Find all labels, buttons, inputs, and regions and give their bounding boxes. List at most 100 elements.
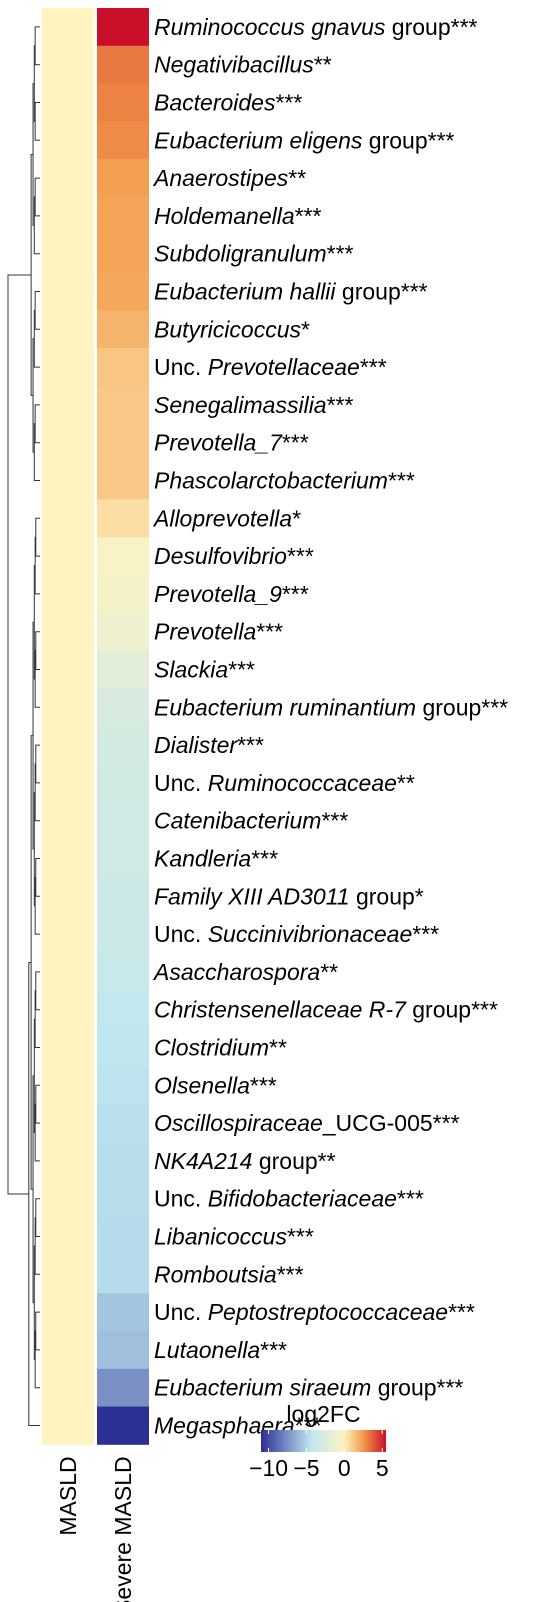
heatmap-cell — [97, 83, 149, 122]
row-label: Libanicoccus*** — [154, 1224, 314, 1250]
heatmap-cell — [42, 726, 94, 765]
row-label: Senegalimassilia*** — [154, 392, 353, 418]
row-label: Prevotella_9*** — [154, 581, 309, 607]
heatmap-cell — [42, 1104, 94, 1143]
heatmap-cell — [97, 121, 149, 160]
heatmap-cell — [42, 423, 94, 462]
heatmap-cell — [97, 1331, 149, 1370]
row-label: Kandleria*** — [154, 846, 278, 872]
heatmap-cell — [97, 688, 149, 727]
heatmap-cell — [97, 386, 149, 425]
heatmap-cell — [42, 1331, 94, 1370]
row-label: Oscillospiraceae_UCG-005*** — [154, 1110, 460, 1136]
heatmap-cell — [42, 1142, 94, 1181]
heatmap-cell — [42, 1255, 94, 1294]
heatmap-cell — [42, 272, 94, 311]
heatmap-cell — [97, 1406, 149, 1445]
heatmap-cell — [42, 537, 94, 576]
heatmap-cells — [42, 8, 149, 1445]
heatmap-cell — [42, 197, 94, 236]
dendrogram-branch — [35, 744, 40, 784]
heatmap-cell — [42, 1368, 94, 1407]
row-label: Unc. Succinivibrionaceae*** — [154, 921, 439, 947]
column-label: MASLD — [55, 1456, 81, 1535]
heatmap-cell — [97, 575, 149, 614]
row-label: Unc. Ruminococcaceae** — [154, 770, 415, 796]
row-label: Butyricicoccus* — [154, 316, 310, 342]
heatmap-cell — [97, 348, 149, 387]
heatmap-cell — [97, 1368, 149, 1407]
heatmap-cell — [97, 1142, 149, 1181]
legend-tick-label: −5 — [293, 1455, 319, 1481]
heatmap-cell — [42, 45, 94, 84]
row-label: Ruminococcus gnavus group*** — [154, 14, 478, 40]
heatmap-cell — [97, 1104, 149, 1143]
dendrogram-branch — [35, 1084, 40, 1124]
heatmap-cell — [42, 1406, 94, 1445]
row-label: Alloprevotella* — [152, 505, 301, 531]
heatmap-cell — [42, 915, 94, 954]
heatmap-cell — [42, 8, 94, 47]
heatmap-cell — [42, 1293, 94, 1332]
heatmap-cell — [97, 953, 149, 992]
dendrogram-branch — [7, 274, 32, 1195]
heatmap-cell — [42, 1028, 94, 1067]
row-label: Family XIII AD3011 group* — [154, 883, 424, 909]
dendrogram-branch — [32, 621, 35, 850]
heatmap-cell — [97, 197, 149, 236]
row-label: Phascolarctobacterium*** — [154, 468, 415, 494]
row-label: Slackia*** — [154, 657, 255, 683]
heatmap-cell — [42, 386, 94, 425]
dendrogram-branch — [35, 631, 40, 670]
row-label: Subdoligranulum*** — [154, 241, 354, 267]
heatmap-cell — [42, 612, 94, 651]
dendrogram-branch — [34, 404, 40, 444]
row-label: NK4A214 group** — [154, 1148, 336, 1174]
color-legend: log2FC −10 −5 0 5 — [249, 1401, 389, 1481]
row-label: Unc. Peptostreptococcaceae*** — [154, 1299, 475, 1325]
dendrogram-branch — [32, 338, 35, 453]
dendrogram-branch — [34, 291, 40, 330]
heatmap-cell — [42, 1066, 94, 1105]
row-label: Negativibacillus** — [154, 52, 332, 78]
row-label: Eubacterium hallii group*** — [154, 279, 428, 305]
dendrogram-branch — [35, 1198, 40, 1237]
heatmap-cell — [42, 990, 94, 1029]
heatmap-cell — [42, 839, 94, 878]
row-label: Eubacterium ruminantium group*** — [154, 694, 508, 720]
heatmap-cell — [97, 1179, 149, 1218]
heatmap-cell — [42, 801, 94, 840]
heatmap-cell — [97, 1028, 149, 1067]
heatmap-cell — [97, 537, 149, 576]
heatmap-cell — [42, 688, 94, 727]
heatmap-cell — [97, 45, 149, 84]
row-label: Eubacterium siraeum group*** — [154, 1375, 463, 1401]
heatmap-cell — [97, 234, 149, 273]
row-label: Dialister*** — [154, 732, 264, 758]
row-label: Bacteroides*** — [154, 90, 302, 116]
heatmap-cell — [97, 1293, 149, 1332]
heatmap-cell — [42, 121, 94, 160]
heatmap-cell — [42, 764, 94, 803]
heatmap-cell — [97, 1217, 149, 1256]
row-label: Christensenellaceae R-7 group*** — [154, 997, 498, 1023]
heatmap-cell — [97, 1066, 149, 1105]
heatmap-cell — [42, 234, 94, 273]
row-label: Prevotella_7*** — [154, 430, 309, 456]
dendrogram-branch — [34, 102, 40, 141]
heatmap-cell — [42, 348, 94, 387]
dendrogram-branch — [32, 1075, 35, 1304]
heatmap-cell — [97, 877, 149, 916]
heatmap-cell — [42, 159, 94, 198]
heatmap-cell — [97, 159, 149, 198]
heatmap-cell — [97, 650, 149, 689]
heatmap-cell — [97, 423, 149, 462]
dendrogram-branch — [34, 26, 40, 66]
row-label: Eubacterium eligens group*** — [154, 127, 455, 153]
heatmap-cell — [42, 877, 94, 916]
row-label: Lutaonella*** — [154, 1337, 287, 1363]
row-dendrogram — [7, 26, 40, 1426]
row-label: Olsenella*** — [154, 1072, 277, 1098]
row-label: Asaccharospora** — [152, 959, 338, 985]
